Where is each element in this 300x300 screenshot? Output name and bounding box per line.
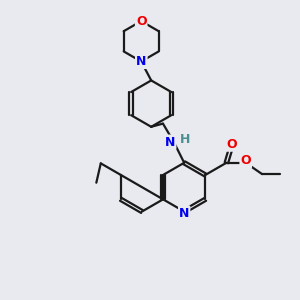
- Text: N: N: [165, 136, 175, 148]
- Text: O: O: [240, 154, 251, 167]
- Text: O: O: [226, 138, 237, 151]
- Text: O: O: [136, 15, 146, 28]
- Text: N: N: [136, 55, 146, 68]
- Text: H: H: [180, 133, 190, 146]
- Text: N: N: [136, 55, 146, 68]
- Text: N: N: [179, 206, 189, 220]
